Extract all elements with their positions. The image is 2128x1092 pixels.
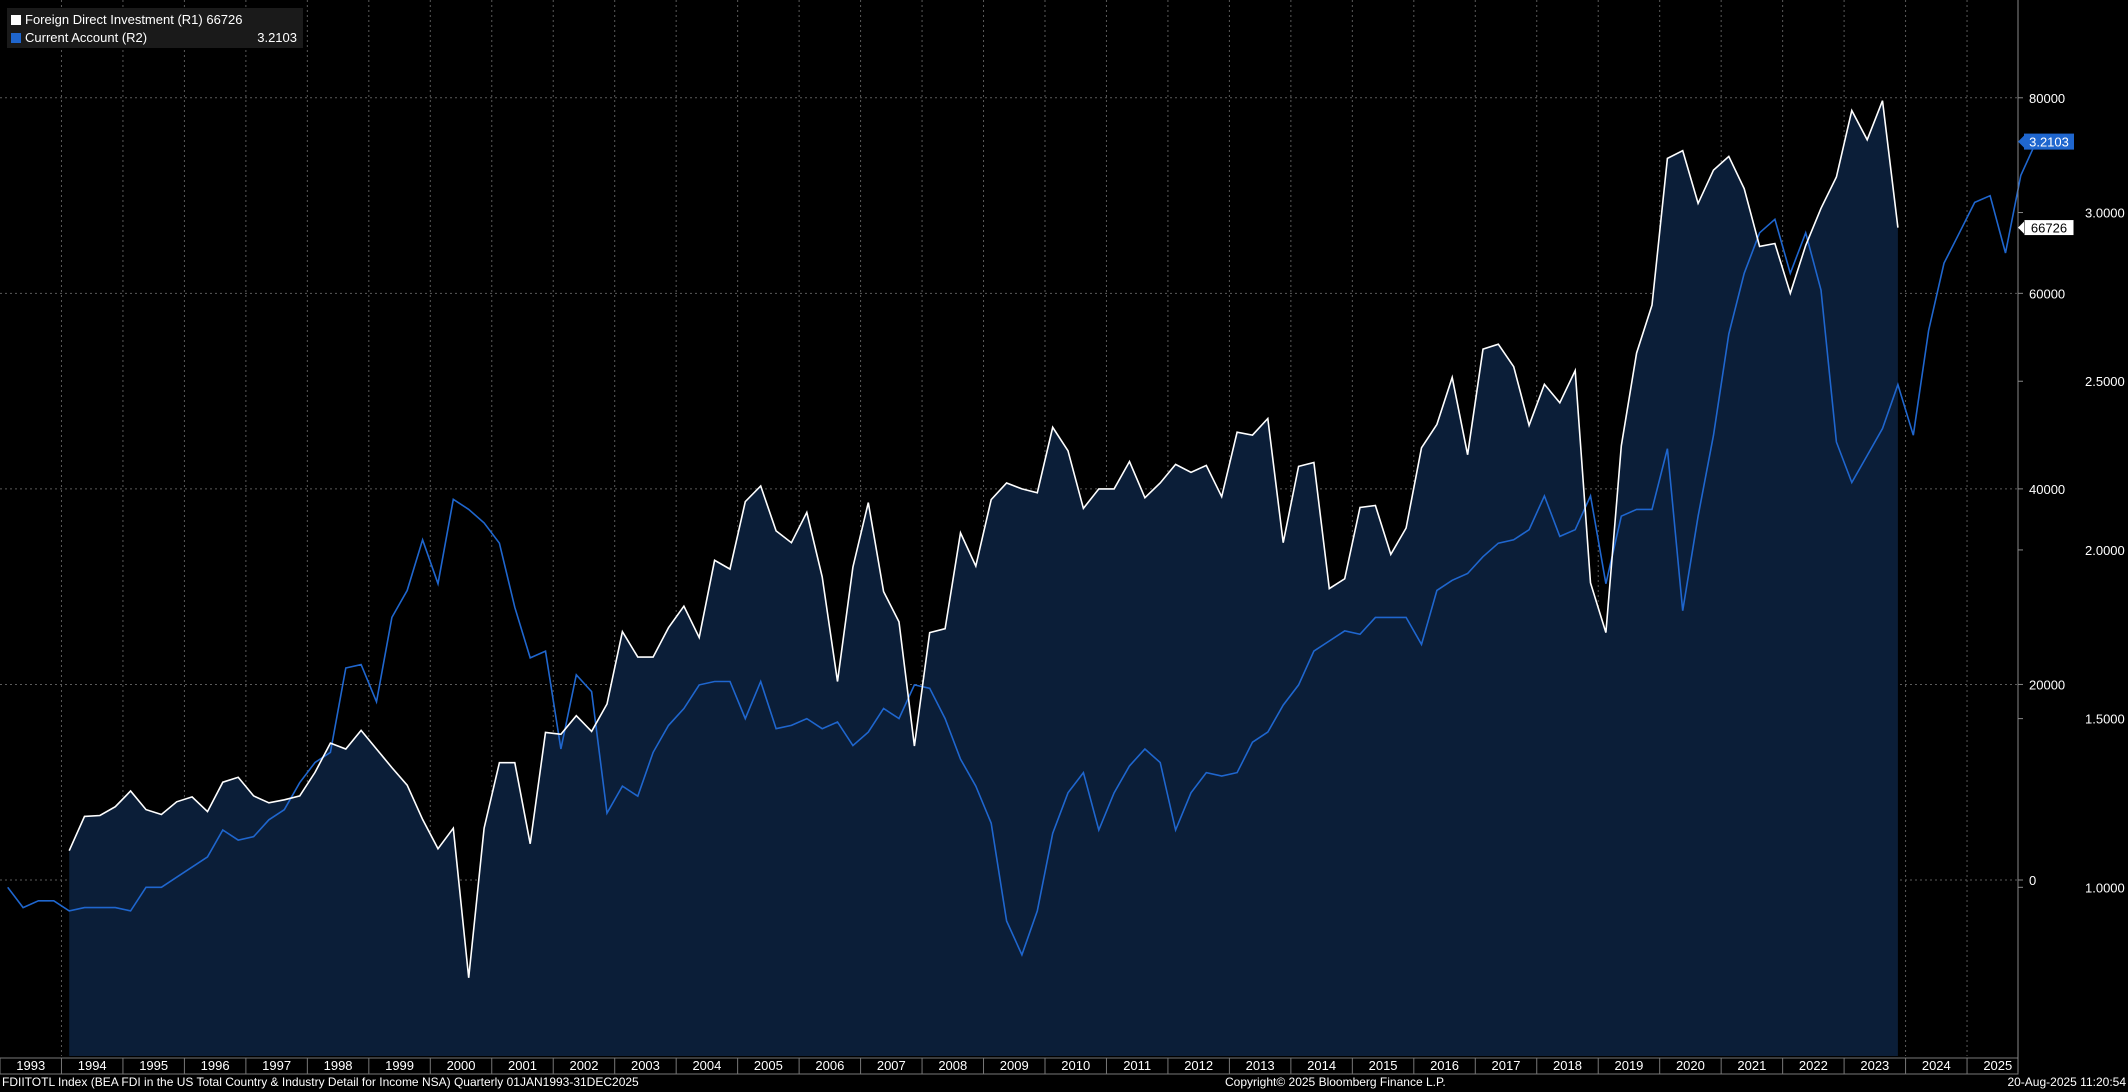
x-tick-label: 2003	[631, 1058, 660, 1073]
y-right-tick-label: 1.5000	[2085, 712, 2125, 727]
y-left-tick-label: 20000	[2029, 677, 2065, 692]
current-account-series-line	[7, 141, 2037, 957]
x-tick-label: 2007	[877, 1058, 906, 1073]
ca-last-value-badge-box	[2024, 133, 2074, 150]
y-right-tick-label: 3.0000	[2085, 206, 2125, 221]
fdi-series-area	[69, 100, 1898, 1056]
x-tick-label: 1993	[16, 1058, 45, 1073]
x-tick-label: 1998	[324, 1058, 353, 1073]
x-tick-label: 2021	[1737, 1058, 1766, 1073]
footer-timestamp: 20-Aug-2025 11:20:54	[2007, 1075, 2126, 1089]
axes	[0, 0, 2023, 1075]
x-tick-label: 2006	[815, 1058, 844, 1073]
y-left-tick-label: 80000	[2029, 91, 2065, 106]
x-tick-label: 2015	[1369, 1058, 1398, 1073]
x-tick-label: 2019	[1614, 1058, 1643, 1073]
fdi-series-line	[68, 100, 1899, 978]
x-tick-label: 1994	[78, 1058, 107, 1073]
x-tick-label: 2025	[1983, 1058, 2012, 1073]
legend-label-current-account: Current Account (R2)	[25, 30, 148, 45]
x-tick-label: 2008	[938, 1058, 967, 1073]
ca-badge-pointer	[2018, 135, 2024, 148]
legend-label-fdi: Foreign Direct Investment (R1) 66726	[25, 12, 243, 27]
legend-value-current-account: 3.2103	[257, 30, 297, 45]
x-tick-label: 2011	[1123, 1058, 1151, 1073]
x-tick-label: 2012	[1184, 1058, 1213, 1073]
x-tick-label: 2018	[1553, 1058, 1582, 1073]
x-tick-label: 2017	[1492, 1058, 1521, 1073]
ca-last-value-badge-text: 3.2103	[2029, 135, 2069, 150]
x-tick-label: 2014	[1307, 1058, 1336, 1073]
x-tick-label: 2002	[570, 1058, 599, 1073]
fdi-swatch-icon	[11, 15, 21, 25]
x-tick-label: 2020	[1676, 1058, 1705, 1073]
legend-item-current-account: Current Account (R2) 3.2103	[11, 29, 299, 47]
ca-last-value-badge: 3.2103	[2024, 133, 2074, 150]
x-tick-label: 2004	[692, 1058, 721, 1073]
x-tick-label: 2001	[508, 1058, 537, 1073]
x-tick-label: 2016	[1430, 1058, 1459, 1073]
fdi-badge-pointer	[2018, 221, 2024, 234]
footer-ticker: FDIITOTL Index (BEA FDI in the US Total …	[2, 1075, 639, 1089]
chart-legend: Foreign Direct Investment (R1) 66726 Cur…	[7, 8, 303, 48]
axis-labels: 1993 1994 1995 1996 1997 1998 1999 2000 2001 2002…	[16, 91, 2124, 1073]
x-tick-label: 1996	[201, 1058, 230, 1073]
x-tick-label: 2024	[1922, 1058, 1951, 1073]
fdi-last-value-badge: 66726	[2023, 219, 2075, 237]
x-tick-label: 2005	[754, 1058, 783, 1073]
y-left-tick-label: 0	[2029, 873, 2036, 888]
y-right-tick-label: 1.0000	[2085, 880, 2125, 895]
x-tick-label: 2000	[447, 1058, 476, 1073]
y-left-tick-label: 40000	[2029, 482, 2065, 497]
x-tick-label: 2023	[1860, 1058, 1889, 1073]
x-tick-label: 2022	[1799, 1058, 1828, 1073]
x-tick-label: 1999	[385, 1058, 414, 1073]
x-tick-label: 2013	[1246, 1058, 1275, 1073]
x-tick-label: 1995	[139, 1058, 168, 1073]
x-tick-label: 1997	[262, 1058, 291, 1073]
y-right-tick-label: 2.5000	[2085, 374, 2125, 389]
chart-footer: FDIITOTL Index (BEA FDI in the US Total …	[0, 1072, 2128, 1092]
y-left-tick-label: 60000	[2029, 286, 2065, 301]
footer-copyright: Copyright© 2025 Bloomberg Finance L.P.	[1225, 1075, 1446, 1089]
y-right-tick-label: 2.0000	[2085, 543, 2125, 558]
current-account-swatch-icon	[11, 33, 21, 43]
x-tick-label: 2010	[1061, 1058, 1090, 1073]
x-tick-label: 2009	[1000, 1058, 1029, 1073]
fdi-last-value-badge-text: 66726	[2031, 221, 2067, 236]
legend-item-fdi: Foreign Direct Investment (R1) 66726	[11, 11, 299, 29]
